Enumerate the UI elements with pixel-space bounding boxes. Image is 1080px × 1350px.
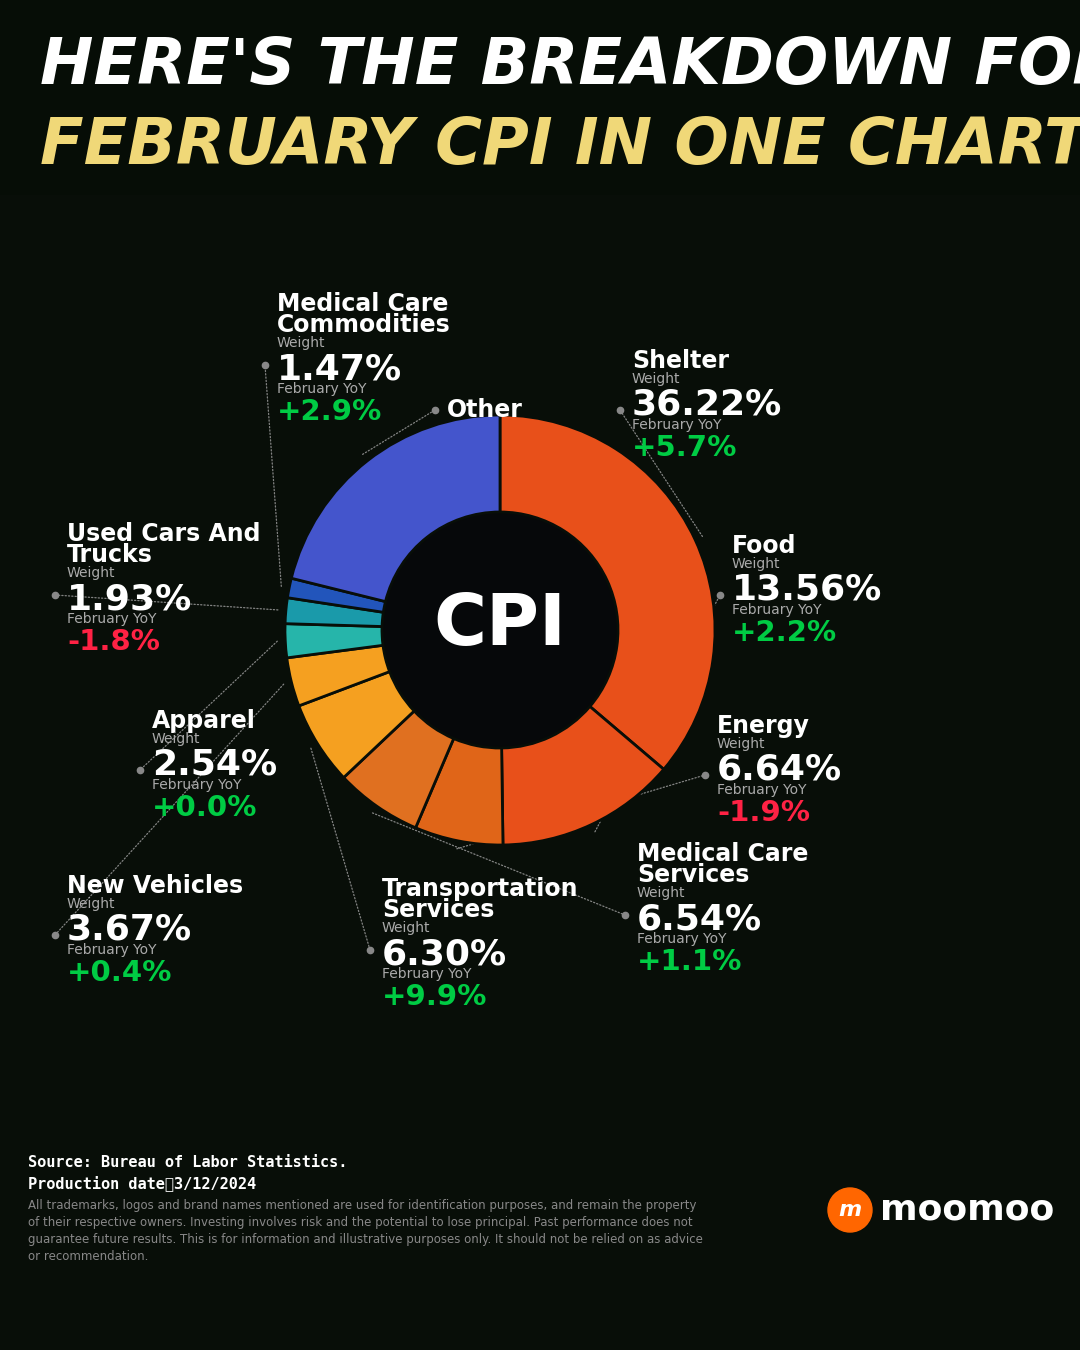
Text: FEBRUARY CPI IN ONE CHART: FEBRUARY CPI IN ONE CHART (40, 115, 1080, 177)
Text: Weight: Weight (382, 922, 431, 936)
Wedge shape (285, 624, 383, 657)
Text: 36.22%: 36.22% (632, 387, 782, 423)
Wedge shape (287, 645, 390, 706)
Text: 1.47%: 1.47% (276, 352, 402, 386)
Text: +2.2%: +2.2% (732, 618, 837, 647)
Text: Commodities: Commodities (276, 313, 450, 338)
Text: Weight: Weight (276, 336, 325, 351)
Wedge shape (285, 598, 383, 626)
Text: Services: Services (637, 864, 750, 887)
Text: -1.8%: -1.8% (67, 628, 160, 656)
Wedge shape (292, 414, 500, 602)
Bar (0, 0, 1080, 194)
Text: Weight: Weight (67, 567, 116, 580)
Text: 3.67%: 3.67% (67, 913, 192, 946)
Wedge shape (500, 414, 715, 770)
Text: Source: Bureau of Labor Statistics.: Source: Bureau of Labor Statistics. (28, 1156, 348, 1170)
Text: 6.64%: 6.64% (717, 753, 842, 787)
Text: +9.9%: +9.9% (382, 983, 487, 1011)
Text: 13.56%: 13.56% (732, 572, 882, 608)
Text: Transportation: Transportation (382, 878, 579, 902)
Text: +2.9%: +2.9% (276, 398, 382, 427)
Wedge shape (343, 711, 454, 828)
Text: Weight: Weight (67, 896, 116, 911)
Text: Medical Care: Medical Care (637, 842, 808, 867)
Text: All trademarks, logos and brand names mentioned are used for identification purp: All trademarks, logos and brand names me… (28, 1199, 703, 1264)
Text: February YoY: February YoY (382, 968, 472, 981)
Text: +5.7%: +5.7% (632, 433, 738, 462)
Text: moomoo: moomoo (880, 1193, 1054, 1227)
Text: Weight: Weight (637, 887, 686, 900)
Text: February YoY: February YoY (717, 783, 807, 796)
Wedge shape (416, 738, 503, 845)
Text: Shelter: Shelter (632, 348, 729, 373)
Circle shape (828, 1188, 872, 1233)
Text: Food: Food (732, 535, 797, 558)
Text: Services: Services (382, 898, 495, 922)
Text: -1.9%: -1.9% (717, 799, 810, 828)
Wedge shape (299, 672, 415, 778)
Text: February YoY: February YoY (632, 418, 721, 432)
Text: Weight: Weight (152, 732, 201, 747)
Text: February YoY: February YoY (152, 778, 242, 792)
Text: February YoY: February YoY (67, 942, 157, 957)
Text: Weight: Weight (717, 737, 766, 751)
Text: Apparel: Apparel (152, 709, 256, 733)
Text: Weight: Weight (632, 373, 680, 386)
Text: Medical Care: Medical Care (276, 293, 448, 316)
Text: February YoY: February YoY (276, 382, 366, 397)
Circle shape (384, 514, 616, 747)
Wedge shape (501, 706, 664, 845)
Text: Used Cars And: Used Cars And (67, 522, 260, 547)
Text: +0.0%: +0.0% (152, 794, 257, 822)
Text: New Vehicles: New Vehicles (67, 873, 243, 898)
Text: Energy: Energy (717, 714, 810, 738)
Text: +1.1%: +1.1% (637, 949, 742, 976)
Text: +0.4%: +0.4% (67, 958, 173, 987)
Text: 2.54%: 2.54% (152, 748, 278, 782)
Text: HERE'S THE BREAKDOWN FOR: HERE'S THE BREAKDOWN FOR (40, 35, 1080, 97)
Text: February YoY: February YoY (732, 603, 822, 617)
Text: CPI: CPI (433, 590, 566, 660)
Text: Trucks: Trucks (67, 544, 153, 567)
Text: February YoY: February YoY (637, 933, 727, 946)
Text: m: m (838, 1200, 862, 1220)
Text: February YoY: February YoY (67, 613, 157, 626)
Text: Weight: Weight (732, 558, 781, 571)
Text: 6.30%: 6.30% (382, 937, 508, 972)
Text: Other: Other (447, 398, 523, 423)
Text: Production date：3/12/2024: Production date：3/12/2024 (28, 1174, 256, 1191)
Wedge shape (287, 578, 386, 613)
Text: 6.54%: 6.54% (637, 902, 762, 937)
Text: 1.93%: 1.93% (67, 582, 192, 617)
